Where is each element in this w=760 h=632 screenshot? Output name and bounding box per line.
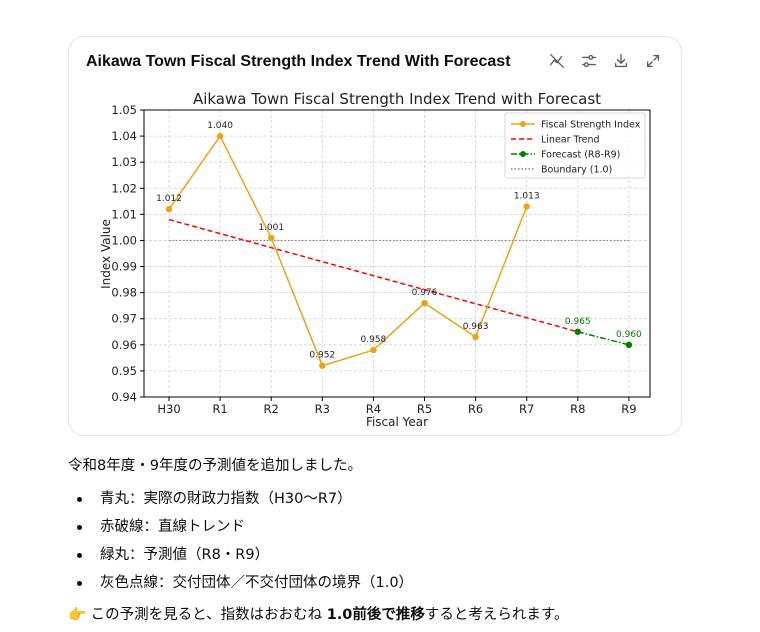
- y-tick-label: 1.02: [111, 181, 137, 195]
- response-text: 令和8年度・9年度の予測値を追加しました。 青丸：実際の財政力指数（H30〜R7…: [68, 456, 728, 625]
- y-tick-label: 0.97: [111, 312, 137, 326]
- y-tick-label: 0.95: [111, 364, 137, 378]
- x-tick-label: R1: [212, 402, 227, 416]
- data-label: 1.012: [156, 194, 182, 204]
- y-axis-label: Index Value: [99, 219, 113, 289]
- legend-entry: Forecast (R8-R9): [541, 150, 620, 161]
- list-item: 緑丸：予測値（R8・R9）: [68, 541, 728, 569]
- data-label: 0.976: [412, 288, 438, 298]
- y-tick-label: 1.04: [111, 129, 137, 143]
- legend-explanation-list: 青丸：実際の財政力指数（H30〜R7） 赤破線：直線トレンド 緑丸：予測値（R8…: [68, 485, 728, 597]
- series-line: [168, 134, 528, 367]
- legend-marker: [520, 121, 526, 127]
- data-point: [472, 333, 479, 341]
- legend-entry: Boundary (1.0): [541, 165, 612, 176]
- data-point: [574, 328, 581, 335]
- x-tick-label: R7: [519, 402, 534, 416]
- legend-entry: Linear Trend: [541, 135, 600, 146]
- data-point: [268, 234, 275, 242]
- data-label: 0.960: [616, 330, 642, 340]
- plot-frame: [143, 109, 651, 398]
- y-tick-label: 1.05: [111, 103, 137, 117]
- y-tick-label: 0.96: [111, 338, 137, 352]
- line-chart: 0.94 0.95 0.96 0.97 0.98 0.99 1.00 1.01 1.02 1.03…: [99, 90, 651, 429]
- data-point: [523, 203, 530, 210]
- hide-chart-icon[interactable]: [547, 51, 567, 71]
- list-item: 青丸：実際の財政力指数（H30〜R7）: [68, 485, 728, 513]
- y-tick-label: 0.98: [111, 286, 137, 300]
- list-item: 赤破線：直線トレンド: [68, 513, 728, 541]
- series-line: [577, 331, 630, 346]
- chart-title: Aikawa Town Fiscal Strength Index Trend …: [193, 90, 601, 108]
- conclusion-prefix: 👉 この予測を見ると、指数はおおむね: [68, 607, 327, 623]
- data-label: 0.965: [565, 317, 591, 327]
- data-label: 1.013: [514, 192, 540, 202]
- chart-toolbar: [547, 51, 663, 71]
- list-item: 灰色点線：交付団体／不交付団体の境界（1.0）: [68, 569, 728, 597]
- data-point: [625, 341, 633, 349]
- x-tick-label: R4: [366, 402, 381, 416]
- data-label: 0.958: [361, 335, 387, 345]
- x-tick-label: H30: [157, 402, 180, 416]
- data-label: 1.040: [207, 121, 233, 131]
- data-label: 0.963: [463, 322, 489, 332]
- y-tick-label: 0.94: [111, 390, 137, 404]
- y-tick-label: 1.01: [111, 207, 137, 221]
- x-tick-label: R2: [264, 402, 279, 416]
- x-axis-label: Fiscal Year: [366, 415, 428, 429]
- intro-text: 令和8年度・9年度の予測値を追加しました。: [68, 458, 362, 474]
- y-tick-label: 0.99: [111, 260, 137, 274]
- legend-entry: Fiscal Strength Index: [541, 120, 641, 131]
- card-title: Aikawa Town Fiscal Strength Index Trend …: [86, 53, 511, 70]
- expand-icon[interactable]: [643, 51, 663, 71]
- data-point: [216, 132, 224, 140]
- series-line: [168, 218, 578, 333]
- y-tick-label: 1.00: [111, 233, 137, 247]
- x-tick-label: R5: [417, 402, 432, 416]
- legend-box: [504, 112, 646, 179]
- data-point: [421, 299, 428, 307]
- x-tick-label: R8: [570, 402, 585, 416]
- conclusion-bold: 1.0前後で推移: [326, 607, 425, 623]
- x-tick-label: R9: [621, 402, 636, 416]
- settings-sliders-icon[interactable]: [579, 51, 599, 71]
- data-point: [370, 346, 377, 354]
- conclusion-text: 👉 この予測を見ると、指数はおおむね 1.0前後で推移すると考えられます。: [68, 605, 728, 625]
- data-label: 1.001: [258, 223, 284, 233]
- legend-marker: [520, 151, 526, 157]
- download-icon[interactable]: [611, 51, 631, 71]
- data-label: 0.952: [309, 351, 335, 361]
- y-tick-label: 1.03: [111, 155, 137, 169]
- x-tick-label: R6: [468, 402, 483, 416]
- data-point: [319, 362, 326, 369]
- data-point: [165, 205, 173, 213]
- conclusion-suffix: すると考えられます。: [424, 607, 569, 623]
- x-tick-label: R3: [315, 402, 330, 416]
